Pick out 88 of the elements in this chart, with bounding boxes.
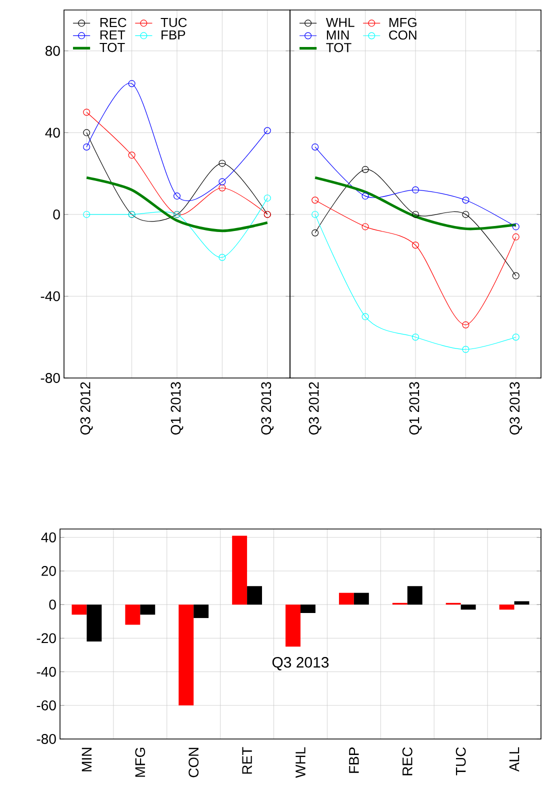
- bar: [86, 604, 102, 642]
- point: [312, 229, 319, 236]
- point: [128, 80, 136, 88]
- line-series: [85, 176, 269, 232]
- x-tick-label: Q3 2013: [261, 382, 274, 435]
- point: [83, 108, 90, 116]
- text: Q3 2013: [272, 657, 329, 670]
- bar: [247, 586, 262, 605]
- point: [312, 196, 319, 204]
- point: [218, 254, 226, 261]
- legend-label: TUC: [160, 18, 187, 28]
- bar: [178, 604, 194, 706]
- point: [512, 233, 520, 240]
- x-tick-label: TUC: [456, 747, 466, 776]
- y-tick-label: -80: [40, 373, 60, 383]
- point: [462, 321, 470, 328]
- x-tick-label: CON: [188, 748, 199, 778]
- point: [362, 223, 369, 230]
- y-tick-label: 40: [45, 128, 60, 138]
- x-tick-label: Q1 2013: [170, 382, 184, 435]
- point: [312, 210, 319, 218]
- point: [218, 178, 226, 186]
- bar: [514, 601, 530, 605]
- point: [218, 184, 226, 192]
- y-tick-label: 0: [53, 209, 60, 220]
- point: [264, 194, 271, 202]
- point: [412, 210, 419, 218]
- y-tick-label: 80: [46, 46, 60, 56]
- legend-label: MIN: [326, 30, 349, 40]
- legend-label: TOT: [100, 42, 125, 52]
- point: [128, 152, 136, 159]
- x-tick-label: ALL: [509, 747, 520, 772]
- point: [512, 272, 520, 280]
- x-tick-label: Q1 2013: [409, 382, 422, 435]
- legend-label: CON: [389, 30, 416, 40]
- legend-label: FBP: [162, 30, 186, 40]
- bar: [338, 592, 354, 605]
- point: [512, 223, 520, 230]
- y-tick-label: -80: [36, 734, 56, 744]
- point: [83, 129, 90, 136]
- point: [412, 186, 419, 194]
- bar: [354, 592, 369, 605]
- point: [264, 127, 271, 134]
- x-tick-label: MIN: [82, 748, 92, 772]
- legend-label: TOT: [326, 43, 352, 52]
- x-tick-label: Q3 2012: [308, 382, 322, 435]
- point: [462, 210, 470, 218]
- point: [83, 210, 90, 218]
- x-tick-label: REC: [402, 747, 412, 776]
- legend-label: RET: [100, 30, 126, 40]
- x-tick-label: Q3 2013: [510, 382, 522, 435]
- point: [312, 143, 319, 150]
- point: [362, 313, 369, 320]
- bar: [407, 586, 422, 605]
- x-tick-label: WHL: [296, 747, 306, 778]
- legend-label: WHL: [326, 18, 354, 27]
- y-tick-label: -40: [40, 291, 60, 302]
- point: [462, 196, 470, 204]
- point: [362, 192, 369, 200]
- point: [218, 160, 226, 167]
- x-tick-label: RET: [242, 747, 252, 774]
- x-tick-label: Q3 2012: [80, 382, 93, 435]
- point: [83, 143, 90, 150]
- y-tick-label: -60: [36, 700, 56, 710]
- bar: [460, 604, 476, 610]
- x-tick-label: FBP: [349, 748, 359, 773]
- y-tick-label: 0: [49, 600, 56, 610]
- point: [412, 242, 419, 249]
- bar: [232, 536, 248, 605]
- y-tick-label: -40: [36, 666, 56, 677]
- bar: [286, 604, 300, 647]
- y-tick-label: 40: [41, 532, 56, 542]
- point: [462, 346, 470, 353]
- bar: [140, 604, 156, 615]
- bar: [300, 604, 316, 613]
- bar: [125, 604, 140, 625]
- bar: [72, 604, 87, 615]
- legend-label: MFG: [390, 18, 416, 28]
- y-tick-label: 20: [42, 566, 56, 576]
- point: [174, 192, 180, 200]
- bar: [194, 604, 209, 618]
- bar: [499, 604, 514, 610]
- point: [362, 166, 369, 173]
- y-tick-label: -20: [36, 633, 56, 644]
- legend-label: REC: [100, 18, 126, 28]
- point: [512, 334, 520, 341]
- x-tick-label: MFG: [135, 748, 146, 777]
- point: [412, 334, 419, 341]
